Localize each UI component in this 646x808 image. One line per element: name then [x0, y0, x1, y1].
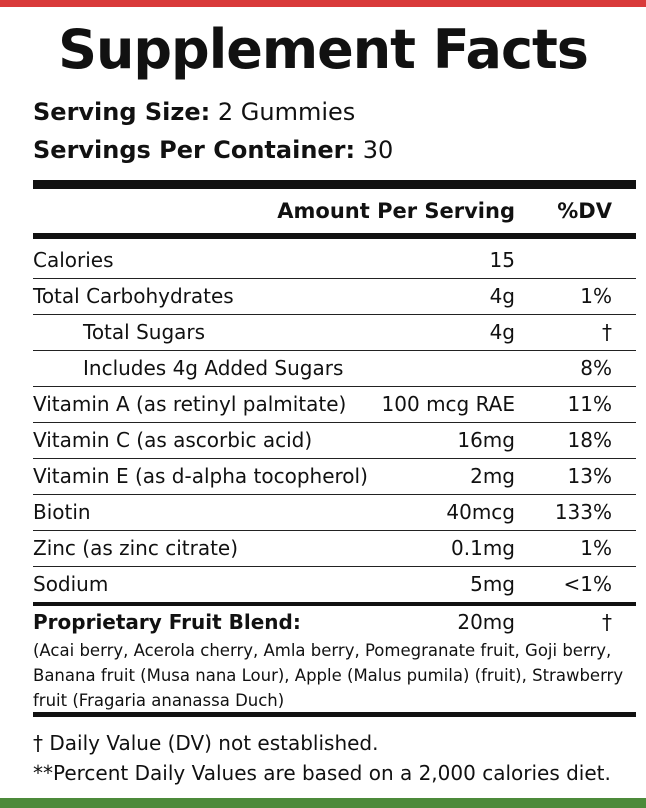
nutrient-row: Total Carbohydrates 4g 1% — [33, 279, 636, 315]
amount: 15 — [489, 248, 515, 272]
blend-ingredients: (Acai berry, Acerola cherry, Amla berry,… — [33, 641, 624, 710]
bottom-bar — [0, 798, 646, 808]
daily-value: 18% — [567, 428, 612, 452]
amount: 2mg — [470, 464, 515, 488]
daily-value: 1% — [580, 536, 612, 560]
dv-header: %DV — [557, 199, 612, 223]
nutrient-name: Total Carbohydrates — [33, 284, 234, 308]
table-header: Amount Per Serving %DV — [33, 195, 636, 227]
blend-name: Proprietary Fruit Blend: — [33, 610, 301, 634]
nutrient-name: Total Sugars — [83, 320, 206, 344]
title: Supplement Facts — [58, 18, 589, 81]
daily-value: 133% — [554, 500, 612, 524]
nutrient-name: Vitamin E (as d-alpha tocopherol) — [33, 464, 368, 488]
nutrient-rows: Calories 15 Total Carbohydrates 4g 1% Total S… — [33, 243, 636, 713]
amount: 5mg — [470, 572, 515, 596]
label: Serving Size: — [33, 98, 211, 126]
serving-size: Serving Size: 2 Gummies — [33, 98, 355, 126]
daily-value: 8% — [580, 356, 612, 380]
nutrient-row: Sodium 5mg <1% — [33, 567, 636, 606]
daily-value: † — [602, 610, 612, 634]
nutrient-row: Zinc (as zinc citrate) 0.1mg 1% — [33, 531, 636, 567]
nutrient-row: Total Sugars 4g † — [33, 315, 636, 351]
daily-value: 1% — [580, 284, 612, 308]
nutrient-name: Vitamin C (as ascorbic acid) — [33, 428, 313, 452]
amount: 0.1mg — [451, 536, 515, 560]
footnote: **Percent Daily Values are based on a 2,… — [33, 761, 611, 785]
value: 30 — [362, 136, 394, 164]
daily-value: <1% — [563, 572, 613, 596]
nutrient-name: Calories — [33, 248, 114, 272]
nutrient-name: Includes 4g Added Sugars — [83, 356, 344, 380]
nutrient-row: Includes 4g Added Sugars 8% — [33, 351, 636, 387]
amount: 40mcg — [446, 500, 515, 524]
amount: 100 mcg RAE — [381, 392, 515, 416]
nutrient-name: Zinc (as zinc citrate) — [33, 536, 239, 560]
amount: 4g — [489, 284, 515, 308]
rule — [33, 233, 636, 239]
amount: 4g — [489, 320, 515, 344]
daily-value: † — [602, 320, 612, 344]
nutrient-row: Vitamin A (as retinyl palmitate) 100 mcg … — [33, 387, 636, 423]
daily-value: 13% — [567, 464, 612, 488]
nutrient-name: Vitamin A (as retinyl palmitate) — [33, 392, 347, 416]
nutrient-row: Vitamin C (as ascorbic acid) 16mg 18% — [33, 423, 636, 459]
blend-row: Proprietary Fruit Blend: 20mg † — [33, 606, 636, 638]
nutrient-name: Biotin — [33, 500, 91, 524]
rule — [33, 712, 636, 717]
nutrient-row: Calories 15 — [33, 243, 636, 279]
nutrient-row: Biotin 40mcg 133% — [33, 495, 636, 531]
label: Servings Per Container: — [33, 136, 356, 164]
value: 2 Gummies — [217, 98, 356, 126]
amount-header: Amount Per Serving — [277, 199, 515, 223]
daily-value: 11% — [567, 392, 612, 416]
rule — [33, 180, 636, 189]
top-bar — [0, 0, 646, 7]
amount: 20mg — [457, 610, 515, 634]
amount: 16mg — [457, 428, 515, 452]
nutrient-name: Sodium — [33, 572, 109, 596]
nutrient-row: Vitamin E (as d-alpha tocopherol) 2mg 13% — [33, 459, 636, 495]
servings-per-container: Servings Per Container: 30 — [33, 136, 393, 164]
footnote: † Daily Value (DV) not established. — [33, 731, 379, 755]
